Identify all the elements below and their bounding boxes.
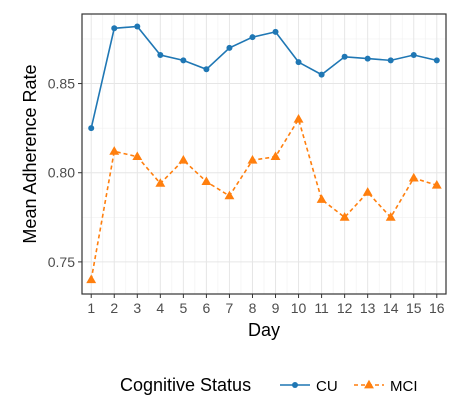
series-mci — [86, 114, 442, 284]
data-point-mci — [339, 212, 350, 221]
data-point-mci — [385, 212, 396, 221]
y-tick-label: 0.75 — [48, 254, 75, 270]
y-tick-label: 0.85 — [48, 76, 75, 92]
legend: Cognitive Status CU MCI — [120, 375, 418, 395]
legend-key-marker — [292, 382, 298, 388]
y-tick-label: 0.80 — [48, 165, 75, 181]
x-axis-ticks: 1 2 3 4 5 6 7 8 9 10 11 12 13 14 15 16 — [87, 294, 445, 316]
x-tick-label: 4 — [156, 300, 164, 316]
x-tick-label: 15 — [406, 300, 422, 316]
x-tick-label: 8 — [249, 300, 257, 316]
legend-label: MCI — [390, 378, 418, 395]
legend-label: CU — [316, 378, 338, 395]
data-point-mci — [293, 114, 304, 123]
y-axis-ticks: 0.75 0.80 0.85 — [48, 76, 82, 270]
x-tick-label: 13 — [360, 300, 376, 316]
x-tick-label: 10 — [291, 300, 307, 316]
legend-item-cu: CU — [280, 378, 338, 395]
data-point-mci — [362, 187, 373, 196]
x-axis-title: Day — [248, 320, 280, 340]
data-point-cu — [433, 57, 440, 64]
data-point-cu — [387, 57, 394, 64]
data-point-mci — [270, 151, 281, 161]
x-tick-label: 16 — [429, 300, 445, 316]
data-point-cu — [341, 53, 348, 60]
x-tick-label: 5 — [179, 300, 187, 316]
data-point-mci — [224, 190, 235, 200]
data-point-mci — [408, 172, 419, 182]
data-point-mci — [431, 180, 442, 189]
x-tick-label: 2 — [110, 300, 118, 316]
data-point-cu — [318, 71, 325, 78]
series-cu — [88, 23, 440, 132]
data-point-mci — [247, 155, 258, 164]
data-point-cu — [295, 59, 302, 66]
data-point-cu — [88, 125, 95, 132]
legend-key-marker — [364, 379, 374, 389]
data-point-cu — [203, 66, 210, 73]
legend-title: Cognitive Status — [120, 375, 251, 395]
data-point-mci — [316, 194, 327, 203]
y-axis-title: Mean Adherence Rate — [20, 64, 40, 243]
series-layer — [86, 23, 442, 284]
x-tick-label: 1 — [87, 300, 95, 316]
data-point-mci — [155, 178, 166, 187]
data-point-cu — [157, 52, 164, 59]
x-tick-label: 3 — [133, 300, 141, 316]
data-point-cu — [134, 23, 141, 30]
data-point-mci — [178, 155, 189, 164]
x-tick-label: 11 — [314, 300, 329, 316]
x-tick-label: 12 — [337, 300, 353, 316]
data-point-cu — [226, 44, 233, 51]
data-point-cu — [272, 28, 279, 35]
data-point-mci — [132, 151, 143, 161]
series-line-mci — [90, 117, 438, 280]
data-point-mci — [201, 176, 212, 186]
x-tick-label: 6 — [203, 300, 211, 316]
data-point-cu — [364, 55, 371, 62]
data-point-mci — [109, 146, 120, 155]
data-point-cu — [410, 52, 417, 59]
x-tick-label: 9 — [272, 300, 280, 316]
data-point-cu — [111, 25, 118, 32]
data-point-cu — [180, 57, 187, 64]
legend-item-mci: MCI — [354, 378, 418, 395]
data-point-cu — [249, 34, 256, 41]
minor-gridlines — [82, 14, 446, 294]
plot-panel-border — [81, 13, 447, 295]
data-point-mci — [86, 274, 97, 284]
x-tick-label: 7 — [226, 300, 234, 316]
series-line-cu — [90, 25, 437, 129]
x-tick-label: 14 — [383, 300, 399, 316]
